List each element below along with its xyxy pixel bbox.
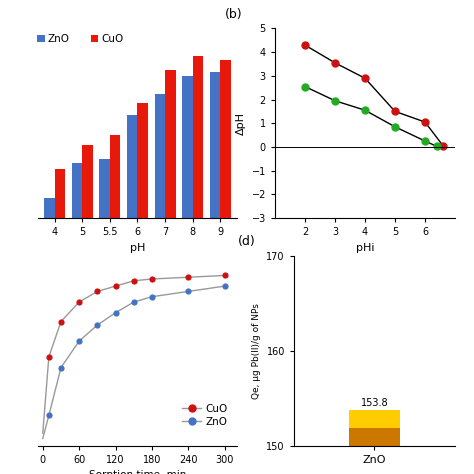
Bar <box>99 159 110 218</box>
Point <box>185 288 192 295</box>
Text: 153.8: 153.8 <box>361 398 388 408</box>
Point <box>112 283 119 290</box>
Y-axis label: Qe, μg Pb(II)/g of NPs: Qe, μg Pb(II)/g of NPs <box>252 303 261 399</box>
Bar <box>210 72 220 218</box>
Point <box>93 288 101 295</box>
Point <box>75 337 83 345</box>
Point <box>130 277 137 284</box>
Bar <box>220 60 231 218</box>
Bar <box>193 56 203 218</box>
Text: (b): (b) <box>225 8 242 21</box>
Point <box>185 273 192 281</box>
Point <box>148 275 156 283</box>
Point <box>221 283 228 290</box>
Bar <box>137 103 148 218</box>
Point <box>45 411 53 419</box>
Bar <box>82 145 92 218</box>
Text: (d): (d) <box>237 236 255 248</box>
Bar <box>55 169 65 218</box>
Bar <box>44 198 55 218</box>
Point <box>75 298 83 306</box>
Bar <box>72 163 82 218</box>
Legend: CuO, ZnO: CuO, ZnO <box>178 400 232 431</box>
Bar <box>165 70 175 218</box>
Bar <box>348 428 401 446</box>
Bar <box>348 410 401 428</box>
Y-axis label: ΔpH: ΔpH <box>236 112 246 135</box>
Point <box>93 321 101 329</box>
Point <box>148 293 156 301</box>
Point <box>130 298 137 306</box>
X-axis label: pH: pH <box>130 243 145 253</box>
Bar <box>155 94 165 218</box>
Point <box>45 353 53 361</box>
X-axis label: Sorption time, min: Sorption time, min <box>89 470 186 474</box>
Point <box>112 309 119 317</box>
Bar <box>127 115 137 218</box>
Point <box>57 318 65 325</box>
Point <box>57 364 65 372</box>
Legend: ZnO, CuO: ZnO, CuO <box>33 30 128 48</box>
Bar <box>182 76 193 218</box>
Bar <box>110 135 120 218</box>
Point <box>221 272 228 279</box>
X-axis label: pHi: pHi <box>356 243 374 253</box>
